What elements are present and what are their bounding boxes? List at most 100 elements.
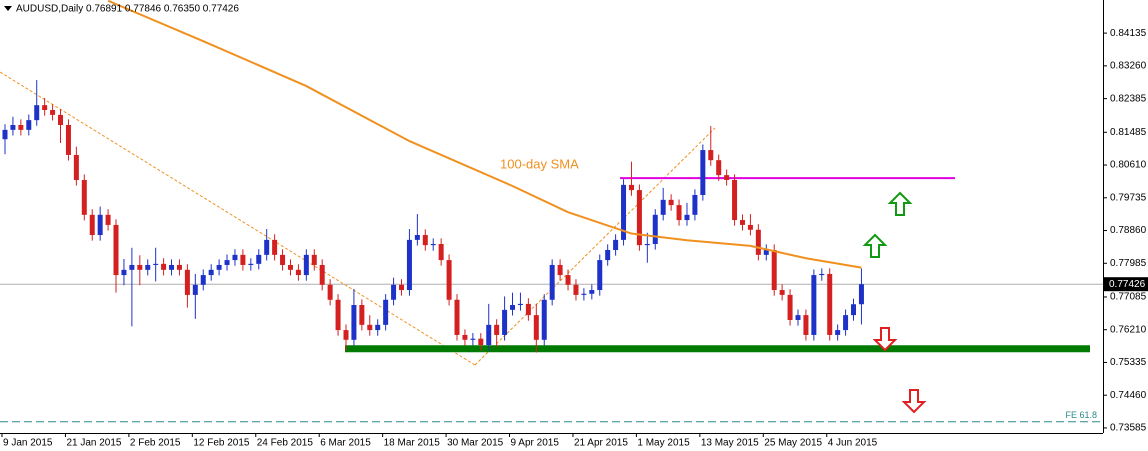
candle-body (287, 264, 293, 270)
y-tick-label: 0.77985 (1110, 258, 1147, 269)
level-label: FE 61.8 (1065, 410, 1097, 420)
candle-body (644, 244, 650, 246)
x-tick-label: 24 Feb 2015 (257, 438, 314, 449)
candle-body (42, 105, 48, 111)
candle-body (708, 150, 714, 161)
candle-body (755, 229, 761, 255)
candle-body (732, 180, 738, 221)
candle-body (319, 264, 325, 285)
candle-body (224, 260, 230, 265)
sma-line (107, 0, 862, 269)
candle-body (510, 305, 516, 310)
candle-body (676, 205, 682, 221)
candle-body (169, 264, 175, 270)
candle-body (787, 294, 793, 320)
candle-body (121, 269, 127, 276)
candle-body (89, 214, 95, 236)
x-tick-label: 13 May 2015 (701, 438, 759, 449)
candle-body (739, 220, 745, 225)
menu-icon (4, 6, 12, 11)
y-tick-label: 0.80610 (1110, 160, 1147, 171)
candle-body (747, 224, 753, 230)
candle-body (541, 299, 547, 340)
y-tick-label: 0.74460 (1110, 390, 1147, 401)
trend-line (0, 71, 476, 366)
candle-body (581, 293, 587, 295)
x-tick-label: 12 Feb 2015 (193, 438, 250, 449)
y-tick-label: 0.79735 (1110, 192, 1147, 203)
candle-body (10, 124, 16, 130)
candle-body (383, 299, 389, 325)
candle-body (446, 260, 452, 300)
candle-body (430, 244, 436, 246)
candle-body (827, 273, 833, 335)
candle-body (399, 284, 404, 291)
candle-body (621, 184, 627, 240)
candle-body (486, 324, 492, 346)
candle-body (533, 315, 539, 340)
candle-body (668, 199, 674, 206)
candle-body (248, 263, 254, 265)
candle-body (684, 214, 690, 221)
x-tick-label: 9 Apr 2015 (511, 438, 560, 449)
trend-line (474, 127, 716, 366)
up-arrow (887, 191, 913, 216)
x-tick-label: 21 Jan 2015 (66, 438, 121, 449)
candle-body (295, 269, 301, 276)
candle-body (145, 264, 151, 270)
candle-body (573, 284, 579, 295)
candle-body (391, 284, 397, 300)
candle-body (589, 290, 595, 294)
candle-body (406, 239, 412, 291)
candle-body (97, 214, 103, 236)
x-tick-label: 6 Mar 2015 (320, 438, 371, 449)
y-tick-label: 0.84135 (1110, 28, 1147, 39)
y-tick-label: 0.82385 (1110, 93, 1147, 104)
candle-body (422, 235, 428, 246)
x-tick-label: 9 Jan 2015 (3, 438, 53, 449)
candle-body (359, 305, 365, 325)
candle-body (137, 264, 143, 270)
down-arrow (901, 389, 927, 414)
y-tick-label: 0.83260 (1110, 61, 1147, 72)
candle-body (843, 315, 849, 331)
candle-body (2, 129, 8, 140)
candle-body (216, 264, 222, 270)
candle-body (692, 194, 698, 215)
candle-body (613, 239, 619, 250)
candle-body (256, 254, 262, 264)
candle-body (525, 303, 531, 316)
candle-body (660, 199, 666, 215)
candle-body (462, 334, 468, 340)
candle-body (26, 120, 32, 130)
candle-body (851, 304, 857, 316)
candle-body (351, 305, 357, 340)
y-tick-label: 0.77085 (1110, 292, 1147, 303)
candle-body (795, 315, 801, 320)
candle-body (240, 254, 246, 265)
candle-body (724, 175, 730, 181)
candle-body (605, 249, 611, 261)
x-tick-label: 4 Jun 2015 (828, 438, 878, 449)
candle-body (502, 309, 508, 335)
price-label: 0.77426 (1109, 279, 1146, 290)
chart-header: AUDUSD,Daily 0.76891 0.77846 0.76350 0.7… (16, 4, 239, 15)
candle-body (375, 324, 381, 331)
candle-body (652, 214, 658, 245)
candle-body (478, 338, 484, 346)
candle-body (264, 239, 270, 255)
candle-body (200, 275, 206, 285)
candle-body (367, 324, 373, 331)
x-tick-label: 25 May 2015 (764, 438, 822, 449)
candle-body (65, 124, 71, 155)
candle-body (73, 154, 79, 181)
candle-body (700, 150, 706, 195)
candle-body (454, 299, 460, 335)
x-tick-label: 2 Feb 2015 (130, 438, 181, 449)
candle-body (771, 249, 777, 291)
candle-body (557, 264, 563, 276)
plot-area (0, 0, 1103, 423)
up-arrow (862, 233, 888, 258)
x-tick-label: 30 Mar 2015 (447, 438, 504, 449)
candle-body (716, 160, 722, 176)
